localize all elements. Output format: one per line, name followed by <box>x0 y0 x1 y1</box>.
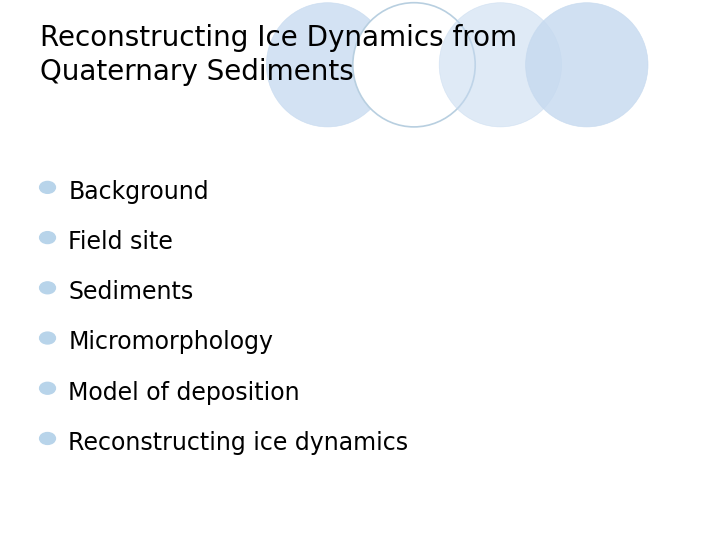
Circle shape <box>40 382 55 394</box>
Ellipse shape <box>526 3 648 127</box>
Text: Model of deposition: Model of deposition <box>68 381 300 404</box>
Text: Reconstructing ice dynamics: Reconstructing ice dynamics <box>68 431 408 455</box>
Ellipse shape <box>353 3 475 127</box>
Text: Micromorphology: Micromorphology <box>68 330 274 354</box>
Text: Sediments: Sediments <box>68 280 194 304</box>
Text: Background: Background <box>68 180 209 204</box>
Circle shape <box>40 433 55 444</box>
Text: Reconstructing Ice Dynamics from
Quaternary Sediments: Reconstructing Ice Dynamics from Quatern… <box>40 24 517 86</box>
Circle shape <box>40 232 55 244</box>
Ellipse shape <box>266 3 389 127</box>
Text: Field site: Field site <box>68 230 174 254</box>
Circle shape <box>40 282 55 294</box>
Circle shape <box>40 332 55 344</box>
Circle shape <box>40 181 55 193</box>
Ellipse shape <box>439 3 562 127</box>
